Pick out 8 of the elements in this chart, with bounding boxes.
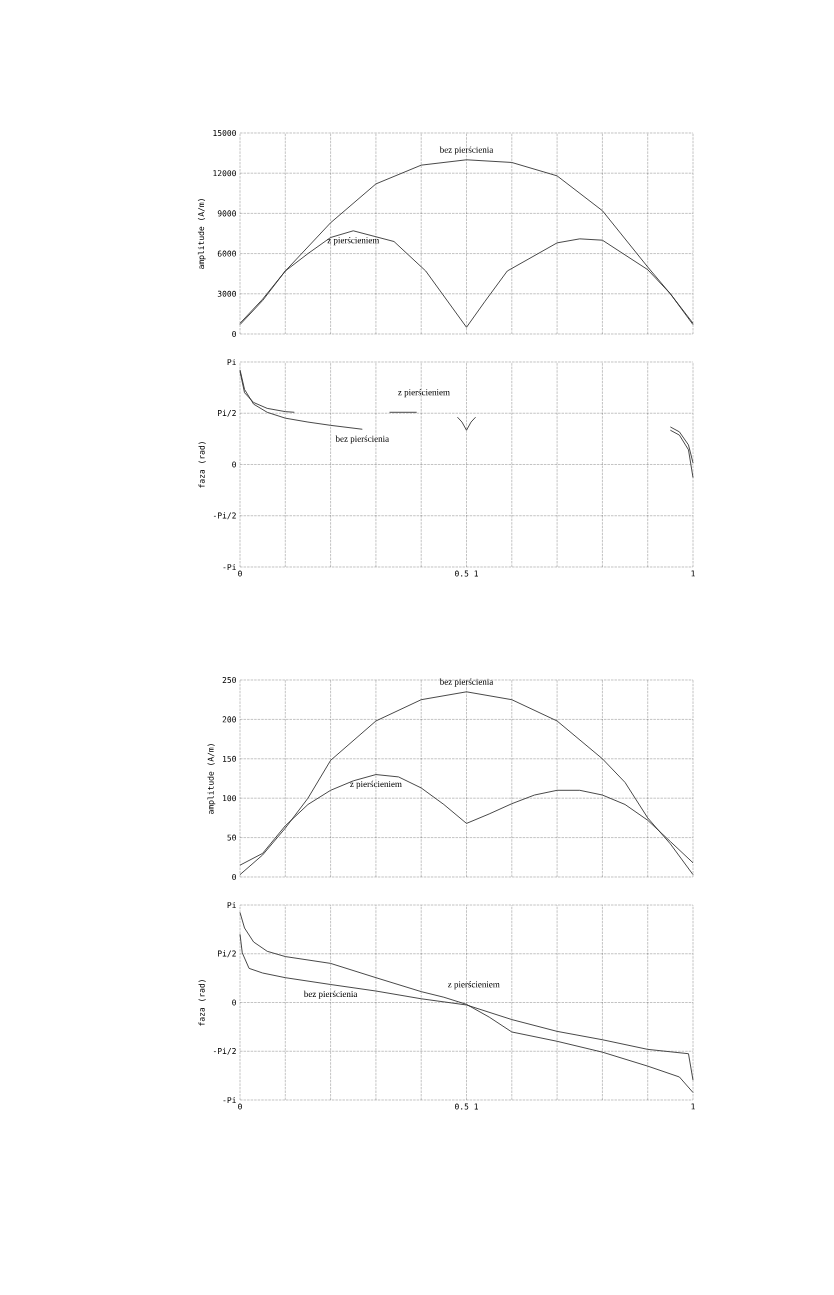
series-label: bez pierścienia bbox=[439, 678, 494, 687]
series-label: z pierścieniem bbox=[448, 981, 500, 990]
series-label: z pierścieniem bbox=[398, 389, 450, 398]
series-label: z pierścieniem bbox=[350, 780, 402, 789]
series-label: bez pierścienia bbox=[439, 146, 494, 155]
series-label: bez pierścienia bbox=[303, 990, 358, 999]
series-label: bez pierścienia bbox=[335, 435, 389, 444]
series-label: z pierścieniem bbox=[327, 236, 380, 246]
